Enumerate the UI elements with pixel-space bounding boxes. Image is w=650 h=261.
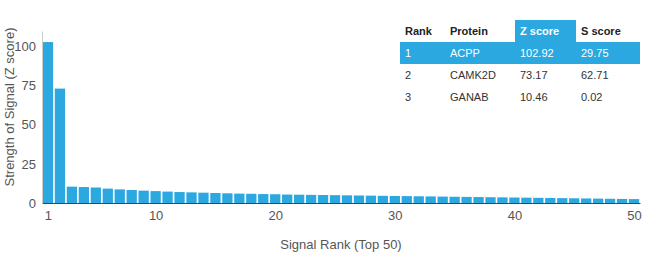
chart: 1 10 20 30 40 50 0 25 50 75 100 Signal Rank (Top 50… (0, 0, 650, 261)
bar (605, 199, 615, 203)
bar (509, 198, 519, 203)
bar (593, 199, 603, 203)
bar (378, 196, 388, 203)
bar (414, 196, 424, 203)
header-highlight (515, 20, 576, 42)
bar (557, 198, 567, 203)
bar (103, 189, 113, 203)
bar (390, 196, 400, 203)
table-header: Protein (450, 25, 488, 37)
x-tick-label: 20 (268, 208, 282, 223)
bar (306, 195, 316, 203)
bar (461, 197, 471, 203)
table-cell: CAMK2D (450, 69, 496, 81)
bar (330, 195, 340, 203)
y-tick-label: 50 (22, 117, 36, 132)
bar (449, 197, 459, 203)
y-axis-title: Strength of Signal (Z score) (2, 28, 17, 187)
table-cell: GANAB (450, 91, 489, 103)
bar (438, 197, 448, 203)
bar (139, 191, 149, 203)
table-cell: 62.71 (581, 69, 609, 81)
x-tick-label: 40 (508, 208, 522, 223)
table-cell: 0.02 (581, 91, 602, 103)
y-tick: 0 (29, 196, 42, 211)
bar (174, 192, 184, 203)
bar (210, 193, 220, 203)
bar (258, 194, 268, 203)
bar (43, 42, 53, 203)
bar (485, 197, 495, 203)
y-tick-label: 75 (22, 78, 36, 93)
bar (79, 187, 89, 203)
bar (150, 191, 160, 203)
x-tick-label: 10 (149, 208, 163, 223)
bar (581, 198, 591, 203)
table-cell: 2 (405, 69, 411, 81)
x-tick-label: 30 (388, 208, 402, 223)
x-tick: 20 (268, 203, 282, 223)
y-tick: 100 (14, 39, 42, 54)
bar (186, 192, 196, 203)
x-tick: 40 (508, 203, 522, 223)
bar (629, 199, 639, 203)
table-header: Rank (405, 25, 433, 37)
table-header: Z score (520, 25, 559, 37)
bar (294, 195, 304, 203)
x-tick: 50 (627, 203, 641, 223)
bar (67, 187, 77, 203)
bar (402, 196, 412, 203)
table-cell: 3 (405, 91, 411, 103)
bar (127, 190, 137, 203)
bar (533, 198, 543, 203)
y-tick: 50 (22, 117, 42, 132)
x-axis: 1 10 20 30 40 50 (43, 203, 642, 223)
y-tick: 25 (22, 157, 42, 172)
x-tick: 1 (45, 203, 52, 223)
y-tick-label: 25 (22, 157, 36, 172)
table-cell: 1 (405, 47, 411, 59)
bar (55, 89, 65, 203)
table-cell: 29.75 (581, 47, 609, 59)
bar (342, 195, 352, 203)
y-tick-label: 100 (14, 39, 36, 54)
bar (569, 198, 579, 203)
bar (426, 196, 436, 203)
bar (545, 198, 555, 203)
bar (282, 195, 292, 203)
table-header: S score (581, 25, 621, 37)
x-axis-title: Signal Rank (Top 50) (280, 237, 401, 252)
x-tick: 30 (388, 203, 402, 223)
bar (198, 193, 208, 203)
table-cell: ACPP (450, 47, 480, 59)
bar (222, 193, 232, 203)
x-tick: 10 (149, 203, 163, 223)
bar (162, 192, 172, 203)
table-cell: 10.46 (520, 91, 548, 103)
table: Rank Protein Z score S score 1 ACPP 102.92 29.7… (400, 20, 640, 108)
x-tick-label: 50 (627, 208, 641, 223)
x-tick-label: 1 (45, 208, 52, 223)
y-tick-label: 0 (29, 196, 36, 211)
bar (270, 194, 280, 203)
bar (521, 198, 531, 203)
bar (91, 188, 101, 203)
bar (473, 197, 483, 203)
bar (318, 195, 328, 203)
row-highlight (400, 42, 640, 64)
bar (115, 189, 125, 203)
bar (234, 194, 244, 203)
table-cell: 102.92 (520, 47, 554, 59)
y-axis-line (42, 32, 43, 204)
y-axis: 0 25 50 75 100 (14, 32, 42, 211)
table-cell: 73.17 (520, 69, 548, 81)
bar (617, 199, 627, 203)
bar (246, 194, 256, 203)
x-axis-line (43, 203, 641, 204)
table-background (400, 20, 640, 108)
bar (366, 196, 376, 203)
y-tick: 75 (22, 78, 42, 93)
bar (497, 197, 507, 203)
bar (354, 195, 364, 203)
